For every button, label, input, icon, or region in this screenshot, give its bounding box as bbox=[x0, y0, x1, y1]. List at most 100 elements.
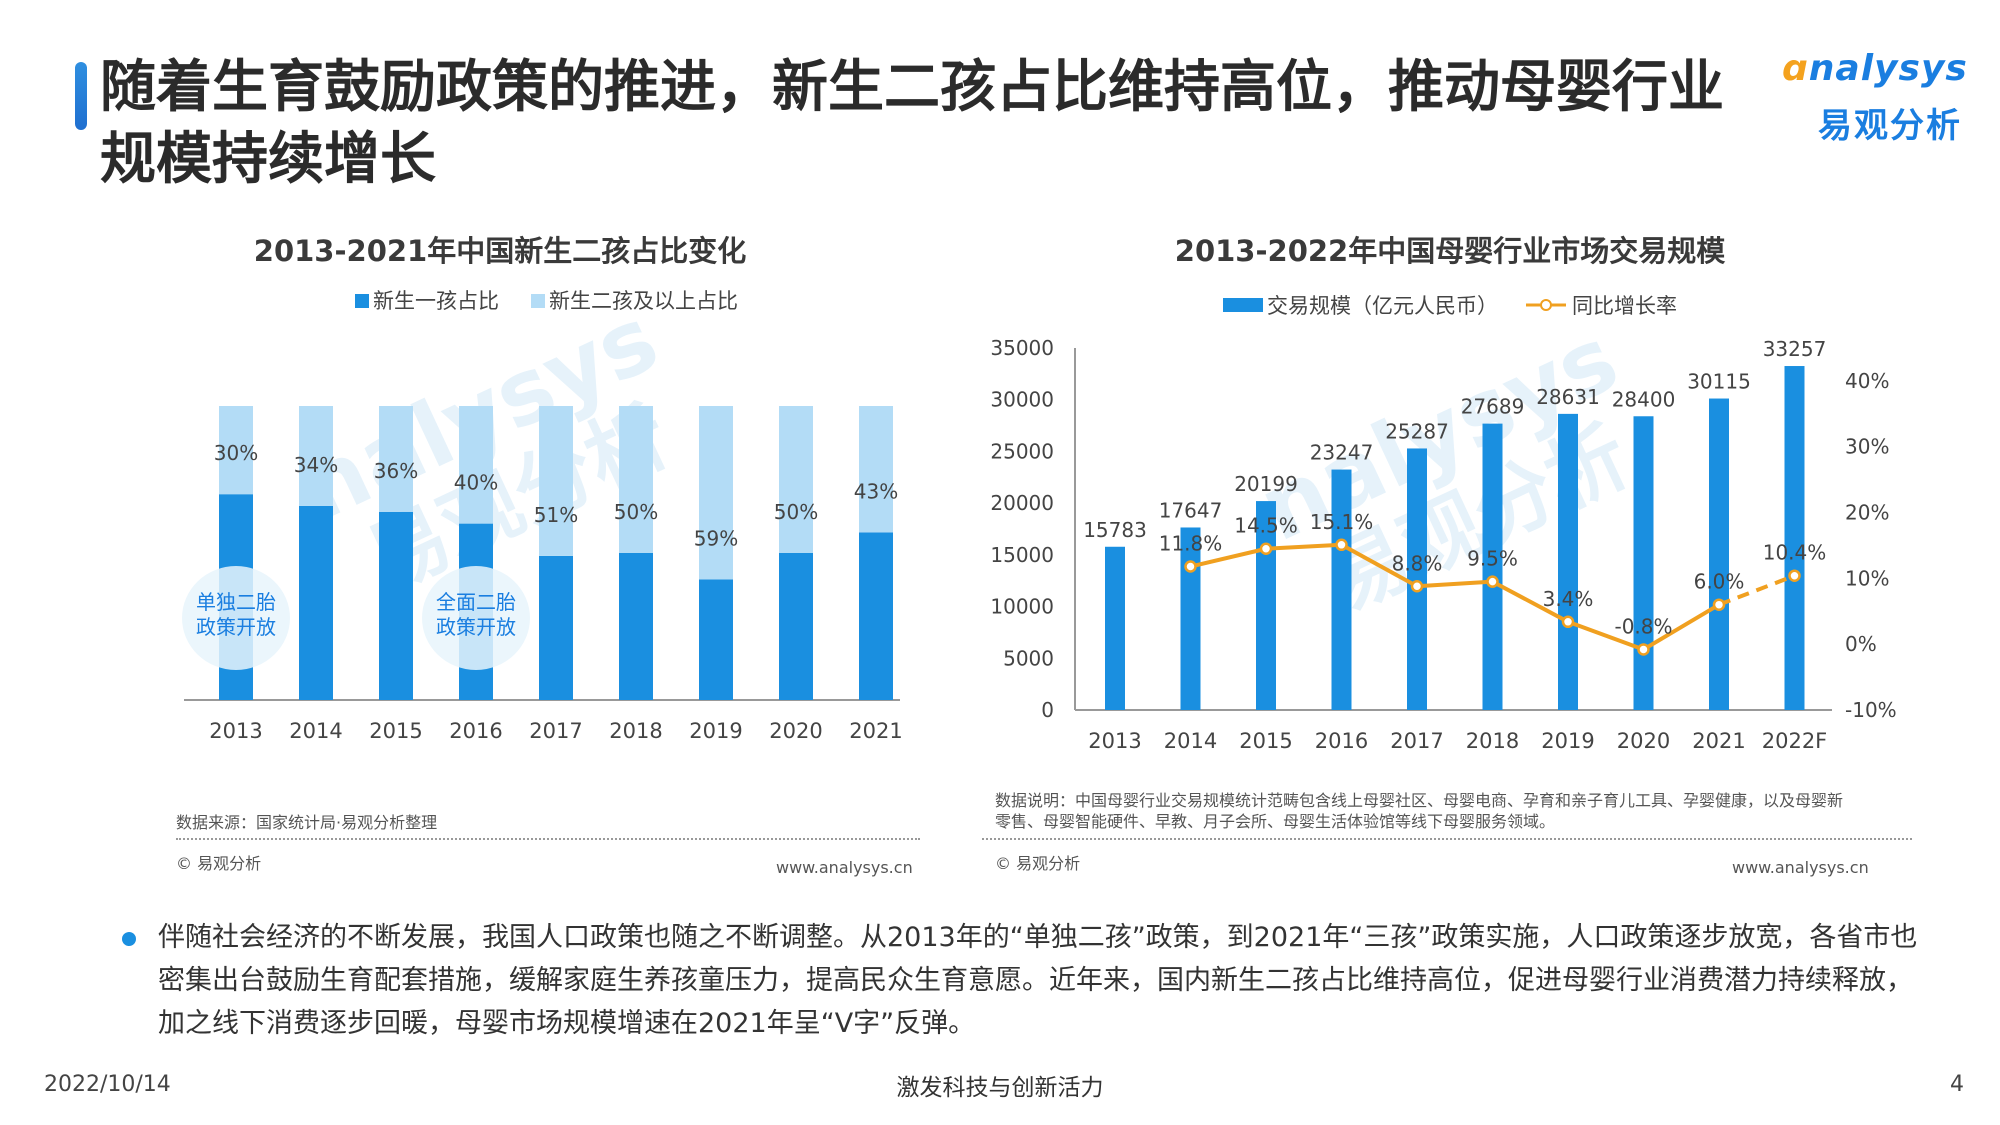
x-tick-2020: 2020 bbox=[769, 719, 822, 743]
chart2-website: www.analysys.cn bbox=[1732, 858, 1869, 877]
bar-label-2019: 28631 bbox=[1536, 385, 1600, 409]
chart1-title: 2013-2021年中国新生二孩占比变化 bbox=[253, 234, 747, 268]
y-left-tick-30000: 30000 bbox=[990, 388, 1054, 412]
growth-label-2014: 11.8% bbox=[1159, 532, 1223, 556]
y-right-tick-10%: 10% bbox=[1845, 566, 1889, 590]
data-label-2013: 30% bbox=[214, 441, 258, 465]
x-tick-2013: 2013 bbox=[1088, 729, 1141, 753]
y-left-tick-0: 0 bbox=[1041, 698, 1054, 722]
legend-label-1: 新生二孩及以上占比 bbox=[549, 289, 738, 313]
annotation-text-0-0: 单独二胎 bbox=[196, 590, 276, 614]
page-title: 随着生育鼓励政策的推进，新生二孩占比维持高位，推动母婴行业规模持续增长 bbox=[100, 55, 1724, 192]
chart1-legend: 新生一孩占比 新生二孩及以上占比 bbox=[355, 289, 738, 313]
bar-label-2017: 25287 bbox=[1385, 419, 1449, 443]
y-left-tick-25000: 25000 bbox=[990, 439, 1054, 463]
legend-label-0: 新生一孩占比 bbox=[373, 289, 499, 313]
bar-2016-1 bbox=[459, 406, 493, 524]
data-label-2014: 34% bbox=[294, 453, 338, 477]
growth-point-2018 bbox=[1486, 575, 1499, 588]
growth-point-2014 bbox=[1184, 560, 1197, 573]
y-left-tick-35000: 35000 bbox=[990, 336, 1054, 360]
growth-line-segment-6 bbox=[1642, 602, 1721, 652]
bar-2015-1 bbox=[379, 406, 413, 512]
growth-point-2022F bbox=[1788, 569, 1801, 582]
bar-label-2018: 27689 bbox=[1461, 395, 1525, 419]
legend-swatch-0 bbox=[355, 294, 369, 308]
data-label-2015: 36% bbox=[374, 459, 418, 483]
bar-2017-1 bbox=[539, 406, 573, 556]
summary-text: 伴随社会经济的不断发展，我国人口政策也随之不断调整。从2013年的“单独二孩”政… bbox=[158, 922, 1918, 1039]
page-number: 4 bbox=[1950, 1072, 1964, 1097]
x-tick-2022F: 2022F bbox=[1762, 729, 1828, 753]
data-label-2019: 59% bbox=[694, 526, 738, 550]
bar-label-2016: 23247 bbox=[1310, 441, 1374, 465]
bar-2018 bbox=[1482, 423, 1503, 710]
chart2-note: 数据说明：中国母婴行业交易规模统计范畴包含线上母婴社区、母婴电商、孕育和亲子育儿… bbox=[995, 790, 1945, 832]
chart2-note-line2: 零售、母婴智能硬件、早教、月子会所、母婴生活体验馆等线下母婴服务领域。 bbox=[995, 812, 1556, 831]
annotation-bg-1 bbox=[422, 566, 530, 670]
chart2-legend: 交易规模（亿元人民币） 同比增长率 bbox=[1223, 294, 1677, 318]
bar-2018-0 bbox=[619, 553, 653, 700]
growth-point-2020 bbox=[1637, 643, 1650, 656]
bar-2019-0 bbox=[699, 579, 733, 700]
footer-slogan: 激发科技与创新活力 bbox=[896, 1075, 1104, 1101]
growth-line-segment-4 bbox=[1491, 579, 1569, 624]
bar-2022F bbox=[1784, 366, 1805, 710]
bar-2017 bbox=[1407, 448, 1427, 710]
growth-label-2019: 3.4% bbox=[1543, 587, 1594, 611]
growth-label-2022F: 10.4% bbox=[1763, 541, 1827, 565]
x-tick-2019: 2019 bbox=[1541, 729, 1594, 753]
growth-label-2015: 14.5% bbox=[1234, 514, 1298, 538]
y-right-tick-30%: 30% bbox=[1845, 435, 1889, 459]
y-right-tick-20%: 20% bbox=[1845, 501, 1889, 525]
bar-2021-0 bbox=[859, 532, 893, 700]
x-tick-2016: 2016 bbox=[449, 719, 502, 743]
x-tick-2018: 2018 bbox=[1466, 729, 1519, 753]
x-tick-2019: 2019 bbox=[689, 719, 742, 743]
bar-2013-1 bbox=[219, 406, 253, 495]
bar-2018-1 bbox=[619, 406, 653, 553]
bar-label-2014: 17647 bbox=[1159, 498, 1223, 522]
x-tick-2020: 2020 bbox=[1617, 729, 1670, 753]
bar-2020 bbox=[1633, 416, 1654, 710]
growth-point-2015 bbox=[1259, 542, 1273, 555]
bar-label-2020: 28400 bbox=[1612, 387, 1676, 411]
growth-line-segment-2 bbox=[1340, 543, 1418, 589]
growth-label-2018: 9.5% bbox=[1467, 547, 1518, 571]
growth-point-2017 bbox=[1410, 580, 1424, 593]
x-tick-2015: 2015 bbox=[1239, 729, 1292, 753]
growth-point-2019 bbox=[1561, 615, 1575, 629]
chart1-website: www.analysys.cn bbox=[776, 858, 913, 877]
bar-2015 bbox=[1256, 501, 1276, 710]
y-left-tick-15000: 15000 bbox=[990, 543, 1054, 567]
growth-line-segment-0 bbox=[1190, 546, 1267, 569]
chart2-divider bbox=[982, 838, 1912, 840]
x-tick-2014: 2014 bbox=[1164, 729, 1217, 753]
chart2-title: 2013-2022年中国母婴行业市场交易规模 bbox=[1174, 234, 1726, 268]
chart2-copyright: © 易观分析 bbox=[995, 854, 1081, 873]
growth-label-2021: 6.0% bbox=[1694, 570, 1745, 594]
annotation-text-1-0: 全面二胎 bbox=[436, 590, 516, 614]
data-label-2021: 43% bbox=[854, 479, 898, 503]
bar-label-2015: 20199 bbox=[1234, 472, 1298, 496]
growth-line-segment-3 bbox=[1416, 579, 1493, 589]
growth-label-2016: 15.1% bbox=[1310, 510, 1374, 534]
y-right-tick-0%: 0% bbox=[1845, 632, 1877, 656]
bar-2014 bbox=[1180, 527, 1201, 710]
data-label-2017: 51% bbox=[534, 503, 578, 527]
bar-2014-0 bbox=[299, 505, 333, 700]
annotation-text-1-1: 政策开放 bbox=[436, 615, 516, 639]
legend-marker-line bbox=[1540, 299, 1552, 311]
logo-text-en: ɑnalysys bbox=[1782, 48, 1968, 89]
bar-2013 bbox=[1105, 546, 1125, 710]
bar-2019 bbox=[1558, 413, 1578, 710]
bar-2014-1 bbox=[299, 406, 333, 506]
data-label-2018: 50% bbox=[614, 500, 658, 524]
growth-label-2020: -0.8% bbox=[1614, 614, 1672, 638]
data-label-2020: 50% bbox=[774, 500, 818, 524]
chart1-copyright: © 易观分析 bbox=[176, 854, 262, 873]
analysys-logo: ɑnalysys 易观分析 bbox=[1782, 48, 1972, 148]
chart1-plot: nalysys易观分析新生一孩占比新生二孩及以上占比30%201334%2014… bbox=[182, 286, 903, 743]
bar-2015-0 bbox=[379, 511, 413, 700]
bar-2017-0 bbox=[539, 555, 573, 700]
